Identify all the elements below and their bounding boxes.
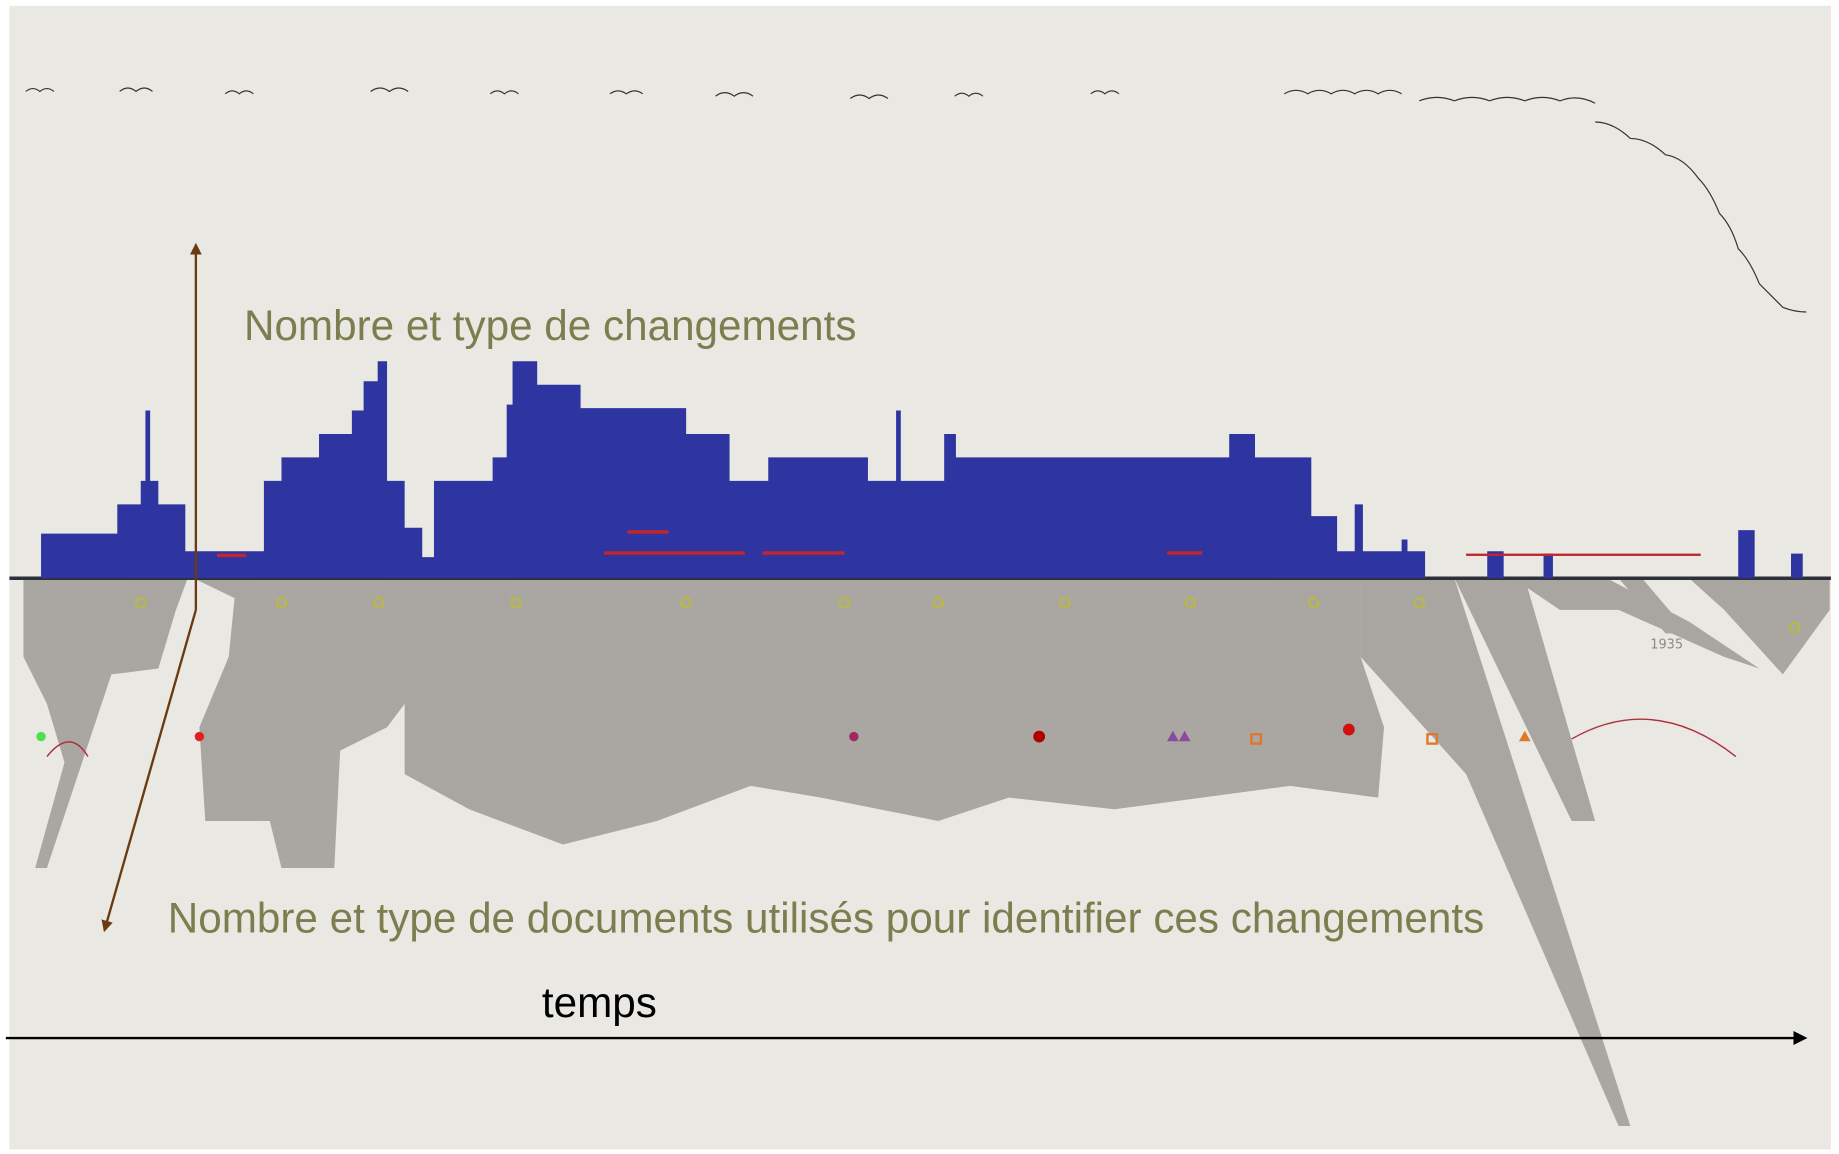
time-label: temps	[542, 979, 657, 1026]
tick-label: 1935	[1650, 638, 1683, 653]
documents-arrow	[101, 609, 198, 933]
glyph-markers	[36, 718, 1737, 758]
document-markers	[134, 597, 1801, 634]
documents-label: Nombre et type de documents utilisés pou…	[168, 894, 1485, 941]
red-marks	[216, 530, 1701, 558]
document-shadows	[23, 578, 1830, 1126]
changes-histogram-tail	[1487, 530, 1803, 579]
birds	[25, 87, 1807, 313]
changes-label: Nombre et type de changements	[244, 302, 857, 349]
